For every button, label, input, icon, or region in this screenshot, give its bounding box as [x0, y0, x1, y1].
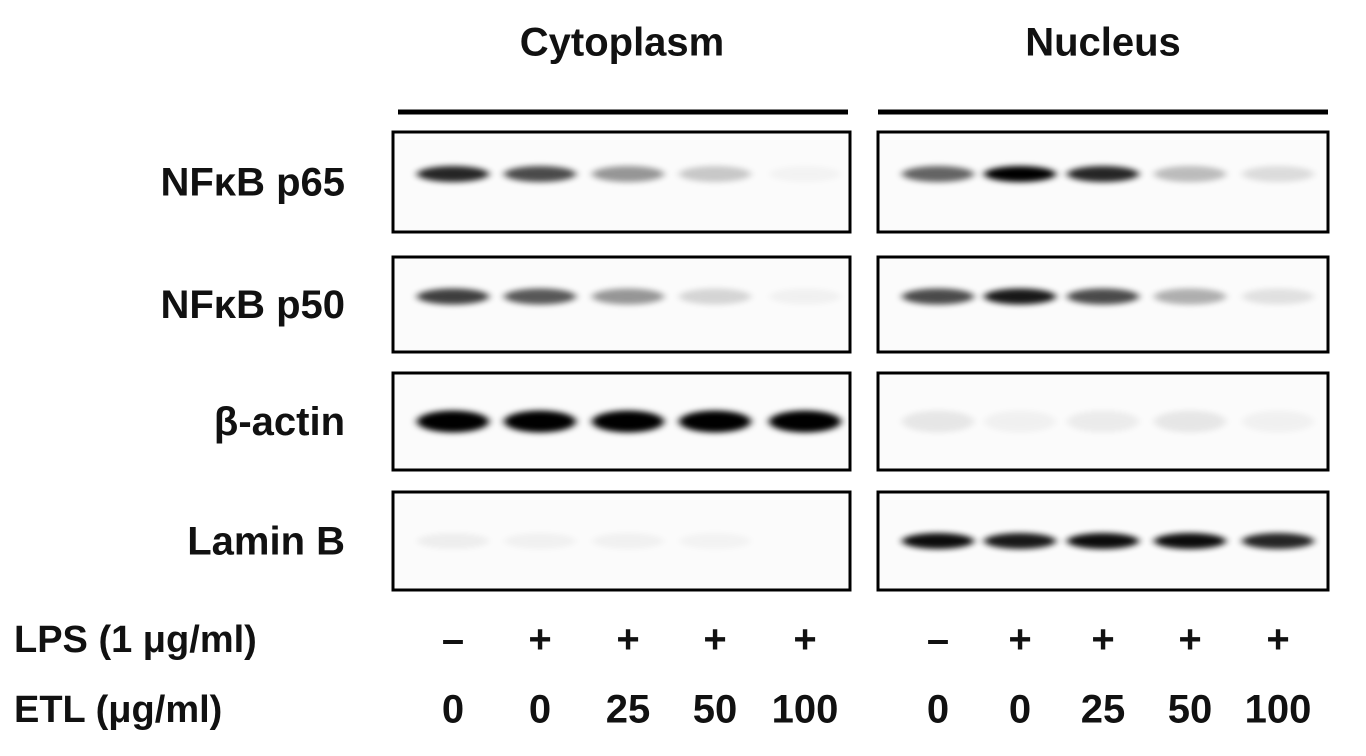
lane-label: + [1008, 618, 1031, 662]
lane-label: 25 [1081, 688, 1126, 732]
lane-label: 0 [442, 688, 464, 732]
band [902, 410, 974, 433]
band [592, 533, 664, 549]
band [902, 288, 974, 305]
band [902, 533, 974, 549]
treatment-label: LPS (1 μg/ml) [14, 619, 257, 661]
lane-label: 100 [1245, 688, 1312, 732]
lane-label: 50 [1168, 688, 1213, 732]
lane-label: 0 [529, 688, 551, 732]
band [1242, 533, 1314, 549]
band [984, 410, 1056, 433]
band [679, 410, 751, 433]
band [984, 288, 1056, 305]
band [679, 288, 751, 305]
band [1154, 166, 1226, 182]
band [984, 533, 1056, 549]
band [504, 288, 576, 305]
row-label: β-actin [214, 400, 345, 444]
band [417, 533, 489, 549]
row-label: NFκB p50 [160, 283, 345, 327]
lane-label: 0 [1009, 688, 1031, 732]
band [592, 288, 664, 305]
band [1242, 166, 1314, 182]
band [1154, 410, 1226, 433]
lane-label: + [793, 618, 816, 662]
lane-label: 0 [927, 688, 949, 732]
lane-label: – [927, 618, 949, 662]
band [504, 166, 576, 182]
blot-frame [391, 255, 852, 354]
band [769, 288, 841, 305]
panel-title: Nucleus [1025, 21, 1181, 65]
band [417, 288, 489, 305]
band [1154, 533, 1226, 549]
lane-label: – [442, 618, 464, 662]
lane-label: + [1091, 618, 1114, 662]
band [592, 166, 664, 182]
lane-label: + [703, 618, 726, 662]
band [1067, 166, 1139, 182]
band [984, 166, 1056, 182]
lane-label: + [1178, 618, 1201, 662]
band [679, 533, 751, 549]
panel-title: Cytoplasm [520, 21, 725, 65]
band [1154, 288, 1226, 305]
row-label: NFκB p65 [160, 161, 345, 205]
lane-label: + [616, 618, 639, 662]
band [902, 166, 974, 182]
band [417, 166, 489, 182]
lane-label: 25 [606, 688, 651, 732]
lane-label: 100 [772, 688, 839, 732]
band [769, 166, 841, 182]
band [1242, 288, 1314, 305]
band [504, 533, 576, 549]
band [769, 410, 841, 433]
band [592, 410, 664, 433]
band [1067, 533, 1139, 549]
lane-label: + [528, 618, 551, 662]
lane-label: 50 [693, 688, 738, 732]
band [1242, 410, 1314, 433]
band [504, 410, 576, 433]
band [417, 410, 489, 433]
blots [391, 130, 1330, 592]
band [1067, 410, 1139, 433]
row-label: Lamin B [187, 520, 345, 564]
band [1067, 288, 1139, 305]
band [679, 166, 751, 182]
treatment-label: ETL (μg/ml) [14, 689, 222, 731]
blot-frame [391, 130, 852, 234]
lane-label: + [1266, 618, 1289, 662]
